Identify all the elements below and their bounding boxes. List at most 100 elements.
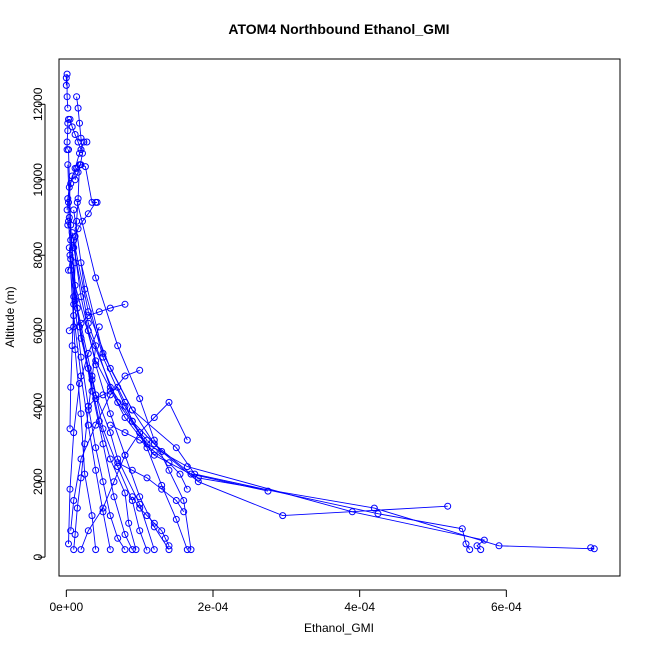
data-point: [128, 406, 136, 414]
data-point: [106, 455, 114, 463]
data-point: [106, 421, 114, 429]
data-point: [73, 504, 81, 512]
data-point: [121, 372, 129, 380]
data-point: [183, 485, 191, 493]
data-point: [121, 546, 129, 554]
data-point: [66, 485, 74, 493]
data-point: [71, 259, 79, 267]
data-point: [77, 455, 85, 463]
series-line: [110, 424, 188, 490]
profile-series: [77, 398, 191, 554]
data-point: [121, 531, 129, 538]
profile-series: [65, 323, 103, 548]
data-point: [264, 487, 272, 495]
data-point: [92, 444, 100, 452]
data-point: [106, 391, 114, 399]
data-point: [73, 93, 81, 101]
data-point: [84, 308, 92, 316]
series-line: [69, 303, 126, 332]
data-point: [76, 380, 83, 387]
data-point: [125, 519, 133, 527]
data-point: [106, 512, 114, 520]
data-point: [106, 546, 114, 554]
data-point: [136, 395, 144, 403]
series-line: [69, 255, 155, 550]
data-point: [121, 398, 129, 406]
series-line: [68, 202, 97, 271]
data-point: [84, 319, 92, 327]
data-point: [76, 119, 83, 127]
data-point: [136, 436, 144, 444]
data-point: [70, 323, 78, 331]
series-line: [71, 232, 170, 550]
data-point: [65, 183, 73, 191]
data-point: [62, 74, 70, 82]
data-point: [165, 398, 173, 406]
data-point: [161, 534, 169, 542]
data-point: [374, 510, 382, 518]
profile-series: [67, 266, 100, 554]
data-point: [370, 504, 378, 512]
data-point: [158, 448, 166, 455]
y-axis-label: Altitude (m): [3, 286, 17, 347]
series-line: [80, 401, 188, 550]
profile-series: [70, 236, 272, 495]
data-point: [587, 544, 595, 552]
data-point: [63, 206, 71, 214]
profile-series: [128, 493, 173, 550]
data-point: [106, 383, 114, 391]
data-point: [67, 255, 75, 263]
profile-series: [65, 198, 100, 274]
data-point: [71, 131, 79, 138]
data-point: [158, 527, 166, 535]
series-line: [74, 285, 595, 550]
data-point: [71, 176, 79, 184]
data-point: [150, 546, 158, 554]
data-point: [64, 161, 72, 169]
data-point: [106, 387, 114, 395]
data-point: [495, 542, 503, 550]
data-point: [92, 466, 100, 474]
data-point: [84, 349, 92, 357]
series-line: [70, 270, 97, 550]
y-tick-label: 6000: [31, 317, 45, 344]
data-point: [165, 466, 173, 474]
data-point: [79, 217, 86, 225]
data-point: [92, 198, 100, 206]
data-point: [74, 168, 82, 176]
profile-series: [70, 244, 452, 520]
data-point: [106, 304, 114, 312]
data-point: [121, 451, 129, 459]
data-point: [136, 527, 144, 535]
data-point: [71, 232, 79, 240]
data-point: [67, 527, 75, 535]
data-point: [74, 225, 82, 233]
series-line: [68, 217, 148, 551]
y-tick-label: 12000: [31, 87, 45, 121]
data-point: [76, 161, 84, 169]
data-point: [466, 546, 474, 554]
data-point: [128, 493, 136, 501]
profile-series: [84, 383, 151, 444]
data-point: [84, 312, 92, 320]
data-point: [279, 512, 287, 520]
data-point: [121, 429, 129, 437]
series-line: [73, 240, 269, 492]
data-point: [70, 429, 78, 437]
data-point: [106, 410, 114, 418]
data-point: [92, 395, 100, 403]
data-point: [69, 244, 77, 252]
series-line: [66, 118, 82, 150]
data-point: [150, 414, 158, 421]
data-point: [70, 497, 78, 504]
data-point: [65, 244, 73, 252]
data-point: [66, 115, 74, 123]
data-point: [77, 146, 85, 154]
data-point: [183, 546, 191, 554]
data-point: [77, 134, 85, 142]
data-point: [67, 383, 75, 391]
data-point: [95, 323, 103, 331]
data-point: [84, 402, 92, 410]
data-point: [63, 93, 71, 101]
